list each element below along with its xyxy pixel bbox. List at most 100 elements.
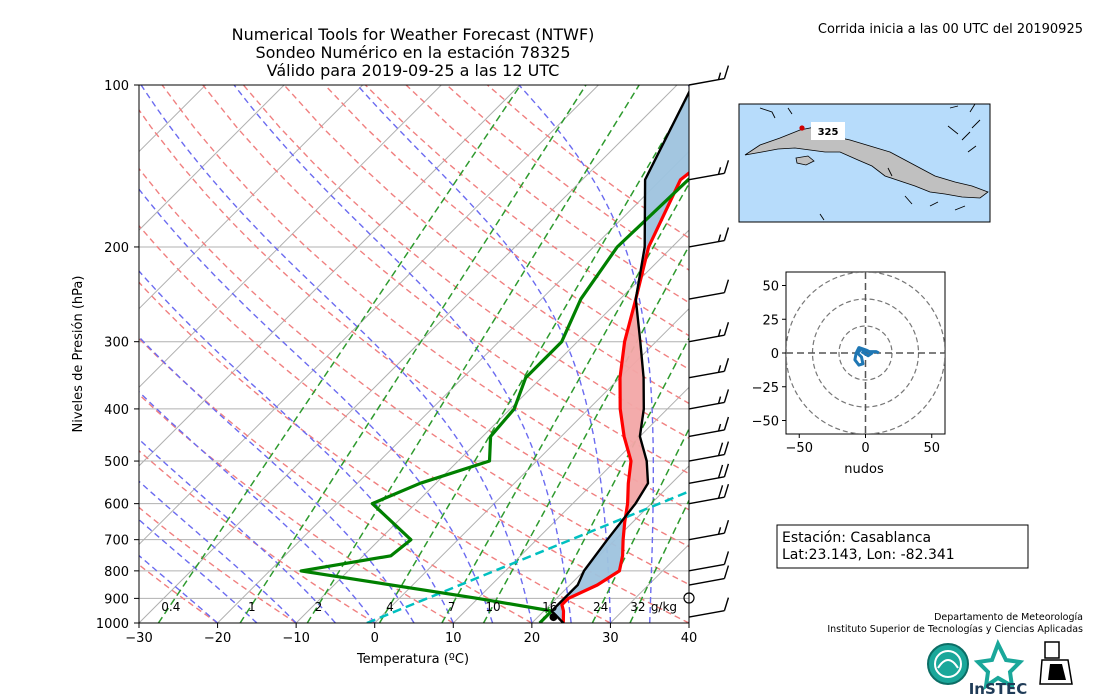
station-map-label: 325 bbox=[818, 127, 839, 138]
mixing-ratio-label: 10 bbox=[485, 600, 500, 614]
mixing-ratio-label: 1 bbox=[248, 600, 256, 614]
skewt-plot-area bbox=[139, 85, 689, 623]
university-logo bbox=[1039, 641, 1073, 685]
isla-de-la-juventud bbox=[795, 155, 815, 166]
wind-barb bbox=[688, 565, 730, 586]
moist-adiabat bbox=[139, 390, 376, 623]
isotherm-line bbox=[139, 85, 442, 388]
barb-half bbox=[717, 396, 722, 404]
isotherm-line bbox=[139, 85, 206, 153]
dry-adiabat bbox=[139, 563, 218, 623]
barb-flag bbox=[723, 65, 730, 79]
map-coastlines bbox=[759, 103, 981, 221]
dry-adiabat bbox=[283, 85, 689, 405]
isotherm-line bbox=[452, 386, 689, 623]
isotherm-line bbox=[139, 85, 599, 546]
barb-shaft bbox=[688, 429, 725, 438]
y-tick-label: 700 bbox=[104, 534, 129, 549]
barb-half bbox=[717, 527, 722, 535]
y-tick-label: 300 bbox=[104, 336, 129, 351]
y-tick-label: 600 bbox=[104, 498, 129, 513]
moist-adiabat bbox=[233, 85, 572, 623]
lcl-line bbox=[366, 490, 689, 623]
dry-adiabat bbox=[242, 85, 689, 440]
dewpoint-line bbox=[299, 176, 689, 623]
barb-half bbox=[717, 167, 722, 175]
moist-adiabat bbox=[139, 438, 336, 623]
mixing-ratio-line bbox=[378, 95, 689, 623]
mixing-ratio-labels: 0.4 1 2 4 7 10 16 24 32 g/kg bbox=[161, 600, 677, 614]
barb-flag bbox=[717, 442, 724, 456]
wind-barb bbox=[688, 227, 730, 248]
mixing-ratio-line bbox=[482, 244, 689, 623]
isotherm-line bbox=[139, 85, 521, 467]
x-tick-label: −20 bbox=[204, 631, 231, 646]
mixing-ratio-line bbox=[441, 182, 689, 623]
instec-logo-text: InSTEC bbox=[969, 680, 1028, 698]
chart-title-3: Válido para 2019-09-25 a las 12 UTC bbox=[267, 61, 560, 80]
wind-barb bbox=[688, 416, 730, 438]
x-tick-label: −10 bbox=[282, 631, 309, 646]
moist-adiabat bbox=[139, 480, 297, 623]
dry-adiabat bbox=[139, 224, 689, 623]
calm-wind-circle bbox=[683, 592, 695, 604]
mixing-ratio-line bbox=[629, 498, 689, 623]
barb-half bbox=[717, 329, 722, 337]
barb-flag bbox=[723, 279, 730, 293]
x-axis-label: Temperatura (ºC) bbox=[356, 652, 469, 667]
hodograph-x-tick-label: −50 bbox=[786, 441, 813, 456]
y-tick-label: 1000 bbox=[96, 617, 129, 632]
y-tick-label: 500 bbox=[104, 455, 129, 470]
mixing-ratio-label: 2 bbox=[315, 600, 323, 614]
hodograph-x-label: nudos bbox=[844, 462, 884, 477]
lcl-marker bbox=[549, 613, 558, 622]
instec-logo: InSTEC bbox=[969, 639, 1028, 698]
x-tick-label: 20 bbox=[524, 631, 541, 646]
moist-adiabat bbox=[140, 85, 533, 623]
isotherm-line bbox=[295, 229, 689, 623]
isotherm-line bbox=[374, 308, 689, 623]
wind-barb bbox=[688, 279, 730, 300]
y-tick-label: 100 bbox=[104, 79, 129, 94]
wind-barb bbox=[688, 65, 730, 86]
wind-barb bbox=[688, 483, 730, 505]
run-info: Corrida inicia a las 00 UTC del 20190925 bbox=[818, 22, 1083, 37]
barb-shaft bbox=[688, 334, 725, 343]
y-tick-label: 800 bbox=[104, 565, 129, 580]
hodograph-x-tick-label: 0 bbox=[861, 441, 869, 456]
barb-half bbox=[717, 423, 722, 432]
station-dot bbox=[799, 125, 805, 131]
moist-adiabat bbox=[687, 85, 689, 623]
dry-adiabat bbox=[139, 337, 533, 623]
wind-barb bbox=[688, 463, 730, 485]
cin-area bbox=[635, 92, 689, 300]
mixing-ratio-label: 4 bbox=[386, 600, 394, 614]
mixing-ratio-label: 32 bbox=[630, 600, 645, 614]
barb-shaft bbox=[688, 496, 725, 505]
dry-adiabat bbox=[139, 167, 689, 586]
mixing-ratio-line bbox=[306, 85, 640, 623]
hodograph-y-tick-label: 0 bbox=[771, 347, 779, 362]
barb-flag bbox=[723, 389, 730, 403]
x-tick-label: 30 bbox=[602, 631, 619, 646]
dry-adiabat bbox=[139, 506, 297, 623]
y-tick-label: 200 bbox=[104, 241, 129, 256]
parcel-line bbox=[550, 89, 689, 623]
x-axis-ticks: −30 −20 −10 0 10 20 30 40 bbox=[125, 623, 697, 646]
x-tick-label: 0 bbox=[371, 631, 379, 646]
barb-half bbox=[717, 234, 722, 242]
x-tick-label: −30 bbox=[125, 631, 152, 646]
wind-barb bbox=[688, 520, 730, 541]
barb-flag bbox=[723, 520, 730, 534]
moist-adiabat bbox=[139, 188, 494, 623]
wind-barbs bbox=[688, 65, 730, 618]
wind-barb bbox=[688, 551, 730, 572]
hodograph-content bbox=[786, 272, 945, 434]
barb-flag bbox=[723, 463, 730, 478]
dry-adiabat bbox=[139, 108, 689, 548]
barb-flag bbox=[717, 485, 724, 499]
barb-flag bbox=[723, 160, 730, 174]
station-coordinates: Lat:23.143, Lon: -82.341 bbox=[782, 547, 955, 563]
mixing-ratio-label: g/kg bbox=[651, 600, 677, 614]
isotherm-line bbox=[139, 85, 364, 310]
